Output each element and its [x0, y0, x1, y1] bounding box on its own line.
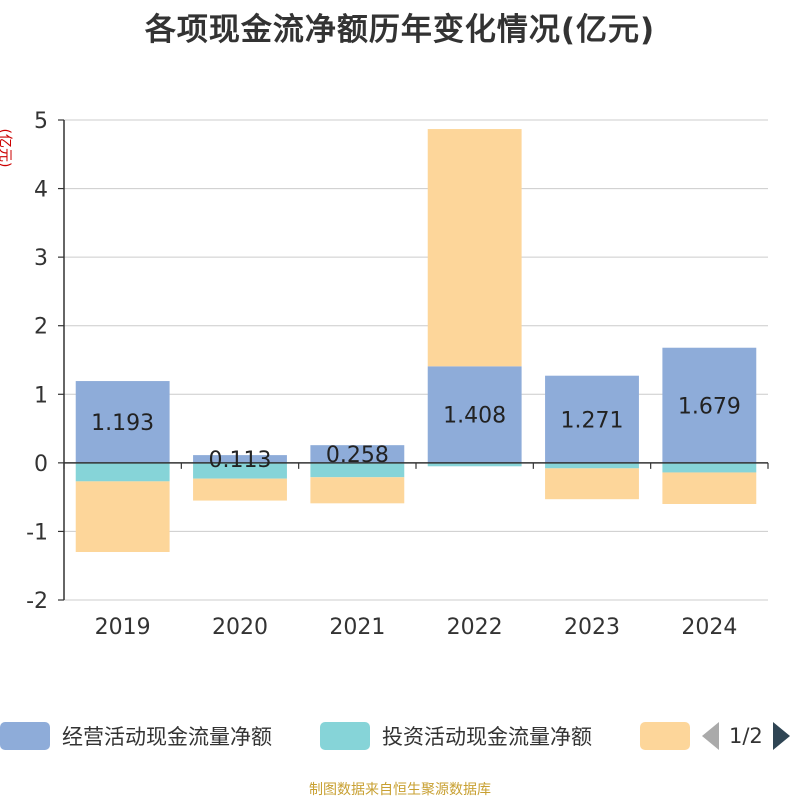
bar-2024-series-1 [662, 462, 757, 473]
x-tick-label-2020: 2020 [212, 615, 268, 640]
x-tick-label-2024: 2024 [681, 615, 737, 640]
bar-2020-series-2 [193, 478, 287, 501]
x-tick-label-2023: 2023 [564, 615, 620, 640]
bar-2019-series-0 [75, 381, 170, 463]
bar-2023-series-1 [545, 462, 639, 469]
y-tick-label: 2 [34, 315, 48, 340]
bar-2020-series-1 [193, 462, 287, 479]
legend-item-investing[interactable]: 投资活动现金流量净额 [320, 716, 592, 756]
y-tick-label: 4 [34, 178, 48, 203]
legend-swatch-investing [320, 722, 370, 750]
legend-next-page-icon[interactable] [772, 722, 790, 750]
x-tick-label-2021: 2021 [329, 615, 385, 640]
data-label-2022: 1.408 [443, 404, 506, 429]
legend-swatch-operating [0, 722, 50, 750]
legend-pager: 1/2 [702, 716, 790, 756]
bar-2024-series-0 [662, 347, 757, 463]
bar-2022-series-0 [427, 366, 522, 463]
bar-2023-series-2 [545, 468, 639, 500]
data-label-2023: 1.271 [561, 408, 624, 433]
bar-2021-series-1 [310, 462, 405, 478]
y-tick-label: -1 [26, 520, 48, 545]
bar-2019-series-1 [75, 462, 170, 482]
legend-label-operating: 经营活动现金流量净额 [62, 725, 272, 749]
data-source-note: 制图数据来自恒生聚源数据库 [309, 782, 491, 798]
data-label-2019: 1.193 [91, 411, 154, 436]
bar-2022-series-1 [427, 462, 522, 467]
data-label-2021: 0.258 [326, 443, 389, 468]
chart-title: 各项现金流净额历年变化情况(亿元) [144, 12, 656, 48]
y-tick-label: 5 [34, 109, 48, 134]
legend-item-operating[interactable]: 经营活动现金流量净额 [0, 716, 272, 756]
y-tick-label: 0 [34, 452, 48, 477]
legend-item-financing[interactable] [640, 716, 702, 756]
data-label-2024: 1.679 [678, 394, 741, 419]
legend-prev-page-icon[interactable] [702, 722, 719, 750]
legend-label-investing: 投资活动现金流量净额 [382, 725, 592, 749]
bar-chart: -2 -1 0 1 2 3 4 5 2019 2020 2021 2022 2023 2024 1.193… [26, 109, 769, 640]
bar-2021-series-0 [310, 445, 405, 463]
bar-2020-series-0 [193, 455, 287, 463]
data-label-2020: 0.113 [209, 448, 272, 473]
bar-2019-series-2 [75, 481, 170, 552]
legend-page-indicator: 1/2 [729, 724, 763, 748]
y-tick-label: -2 [26, 589, 48, 614]
legend: 经营活动现金流量净额 投资活动现金流量净额 [0, 716, 800, 756]
bar-2024-series-2 [662, 472, 757, 504]
y-tick-label: 1 [34, 383, 48, 408]
y-tick-label: 3 [34, 246, 48, 271]
legend-swatch-financing [640, 722, 690, 750]
bar-2023-series-0 [545, 375, 639, 463]
bar-2021-series-2 [310, 477, 405, 504]
x-tick-label-2022: 2022 [447, 615, 503, 640]
bar-2022-series-2 [427, 129, 522, 367]
x-tick-label-2019: 2019 [95, 615, 151, 640]
